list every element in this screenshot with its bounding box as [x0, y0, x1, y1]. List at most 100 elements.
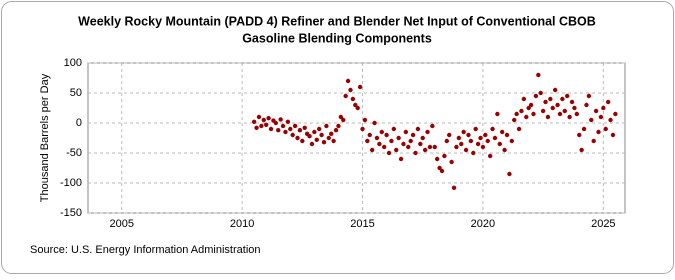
- chart-subtitle: Gasoline Blending Components: [242, 31, 432, 45]
- data-point: [302, 125, 307, 130]
- data-point: [324, 123, 329, 129]
- x-tick-label: 2010: [230, 218, 254, 230]
- data-point: [536, 72, 541, 78]
- data-point: [512, 117, 517, 123]
- data-point: [589, 117, 594, 123]
- data-point: [492, 135, 498, 141]
- data-point: [254, 125, 259, 130]
- data-point: [434, 156, 440, 162]
- source: Source: U.S. Energy Information Administ…: [30, 244, 261, 256]
- data-point: [391, 126, 397, 132]
- data-point: [290, 132, 295, 138]
- data-point: [545, 114, 551, 120]
- y-tick-label: 0: [76, 117, 82, 129]
- data-point: [288, 126, 293, 132]
- data-point: [577, 132, 582, 138]
- data-point: [379, 129, 384, 135]
- data-point: [499, 129, 505, 135]
- data-point: [516, 126, 522, 132]
- data-point: [444, 138, 450, 144]
- data-point: [502, 147, 507, 153]
- data-point: [598, 114, 604, 120]
- data-point: [278, 117, 283, 122]
- data-point: [543, 99, 548, 105]
- data-point: [557, 111, 563, 117]
- data-point: [326, 135, 332, 141]
- data-point: [256, 114, 262, 120]
- data-point: [560, 96, 565, 102]
- data-point: [531, 111, 536, 117]
- y-tick-label: 100: [64, 57, 82, 69]
- data-point: [593, 108, 599, 114]
- data-point: [504, 132, 510, 138]
- data-point: [357, 84, 363, 90]
- data-point: [348, 87, 353, 93]
- data-point: [432, 144, 437, 150]
- data-point: [459, 141, 464, 147]
- data-point: [552, 87, 558, 93]
- data-point: [285, 119, 291, 125]
- data-point: [365, 138, 370, 144]
- x-tick-label: 2015: [350, 218, 374, 230]
- data-point: [468, 138, 474, 144]
- x-tick-label: 2020: [471, 218, 495, 230]
- data-point: [360, 126, 365, 132]
- data-point: [355, 105, 360, 111]
- data-point: [333, 128, 339, 133]
- data-point: [297, 128, 303, 133]
- data-point: [473, 126, 478, 132]
- data-point: [581, 126, 587, 132]
- data-point: [295, 135, 300, 141]
- y-tick-label: -150: [60, 207, 82, 219]
- data-point: [329, 131, 334, 136]
- data-point: [442, 153, 447, 159]
- plot-background: [87, 62, 626, 214]
- data-point: [292, 123, 298, 129]
- data-point: [276, 128, 281, 133]
- data-point: [569, 99, 575, 105]
- data-point: [381, 144, 387, 150]
- data-point: [406, 144, 411, 150]
- data-point: [425, 129, 430, 135]
- y-tick-label: -100: [60, 177, 82, 189]
- data-point: [350, 96, 356, 102]
- data-point: [524, 114, 529, 120]
- data-point: [319, 132, 324, 138]
- data-point: [410, 132, 416, 138]
- data-point: [403, 129, 409, 135]
- data-point: [408, 138, 413, 144]
- data-point: [579, 147, 584, 153]
- data-point: [321, 140, 327, 145]
- x-tick-label: 2005: [109, 218, 133, 230]
- data-point: [497, 141, 502, 147]
- data-point: [451, 185, 457, 190]
- data-point: [316, 126, 322, 132]
- data-point: [283, 129, 288, 135]
- data-point: [372, 120, 377, 126]
- data-point: [605, 99, 611, 105]
- data-point: [463, 147, 469, 153]
- y-tick-label: 50: [70, 87, 82, 99]
- data-point: [528, 102, 534, 108]
- data-point: [420, 135, 425, 141]
- data-point: [610, 132, 616, 138]
- data-point: [439, 168, 445, 174]
- data-point: [533, 93, 539, 99]
- data-point: [574, 111, 580, 117]
- data-point: [487, 153, 493, 159]
- data-point: [591, 138, 596, 144]
- data-point: [345, 78, 351, 84]
- y-tick-label: -50: [66, 147, 82, 159]
- data-point: [550, 105, 555, 111]
- data-point: [261, 117, 266, 123]
- data-point: [369, 147, 375, 153]
- data-point: [601, 105, 606, 111]
- data-point: [540, 108, 546, 114]
- data-point: [398, 156, 404, 162]
- data-point: [567, 114, 572, 120]
- data-point: [437, 165, 442, 171]
- data-point: [586, 93, 592, 99]
- data-point: [309, 141, 315, 147]
- data-point: [353, 102, 358, 108]
- data-point: [466, 132, 471, 138]
